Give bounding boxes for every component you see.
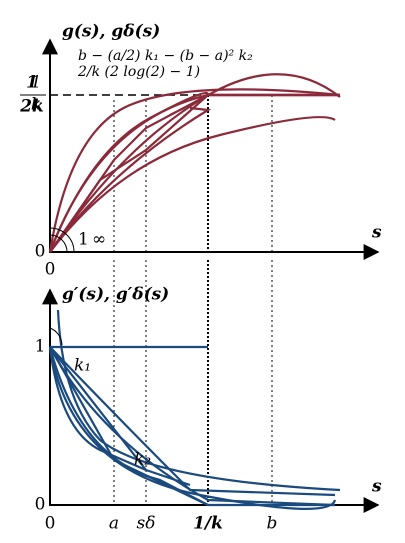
curve (49, 346, 336, 497)
x-tick-label: 0 (45, 514, 56, 534)
x-label: s (371, 477, 382, 497)
y-label: g(s), gδ(s) (62, 22, 160, 42)
x-tick-label: b (267, 514, 278, 534)
curve (48, 88, 341, 253)
top-plot: g(s), gδ(s) 1 k 1 2k 2/k (2 log(2) − 1) … (19, 22, 382, 280)
curve (169, 99, 201, 116)
curve (49, 106, 212, 253)
angle-mark (49, 327, 63, 346)
bottom-plot: g′(s), g′δ(s) 1 k₁ k₂ 0 s 0 a sδ 1/k b (35, 260, 382, 534)
x-zero: 0 (45, 260, 56, 280)
angle-label: 1 (78, 230, 89, 250)
tick-num: 1 (31, 73, 42, 93)
x-tick-label: sδ (137, 514, 156, 534)
curve (48, 346, 337, 510)
curve (48, 93, 340, 253)
angle-label: ∞ (92, 230, 106, 250)
curve (49, 346, 336, 507)
curve (49, 346, 335, 507)
tick-den: 2k (19, 97, 44, 117)
y-one: 1 (35, 337, 46, 357)
angle-mark (49, 227, 75, 253)
tick-num: 1 (26, 73, 38, 93)
curves (48, 309, 341, 510)
y-label: g′(s), g′δ(s) (62, 285, 169, 305)
curve (49, 93, 340, 253)
curve (49, 116, 336, 253)
tick-den: k (31, 95, 41, 115)
x-tick-label: a (109, 514, 119, 534)
y-zero: 0 (35, 242, 46, 262)
curve (48, 346, 147, 472)
curves (48, 73, 341, 253)
annotation: b − (a/2) k₁ − (b − a)² k₂ (78, 48, 253, 64)
x-label: s (371, 223, 382, 243)
slope-label: k₁ (74, 356, 91, 376)
curve (48, 346, 209, 506)
x-tick-label: 1/k (193, 514, 223, 534)
annotation: 2/k (2 log(2) − 1) (77, 64, 200, 80)
slope-label: k₂ (134, 450, 151, 470)
y-zero: 0 (35, 495, 46, 515)
